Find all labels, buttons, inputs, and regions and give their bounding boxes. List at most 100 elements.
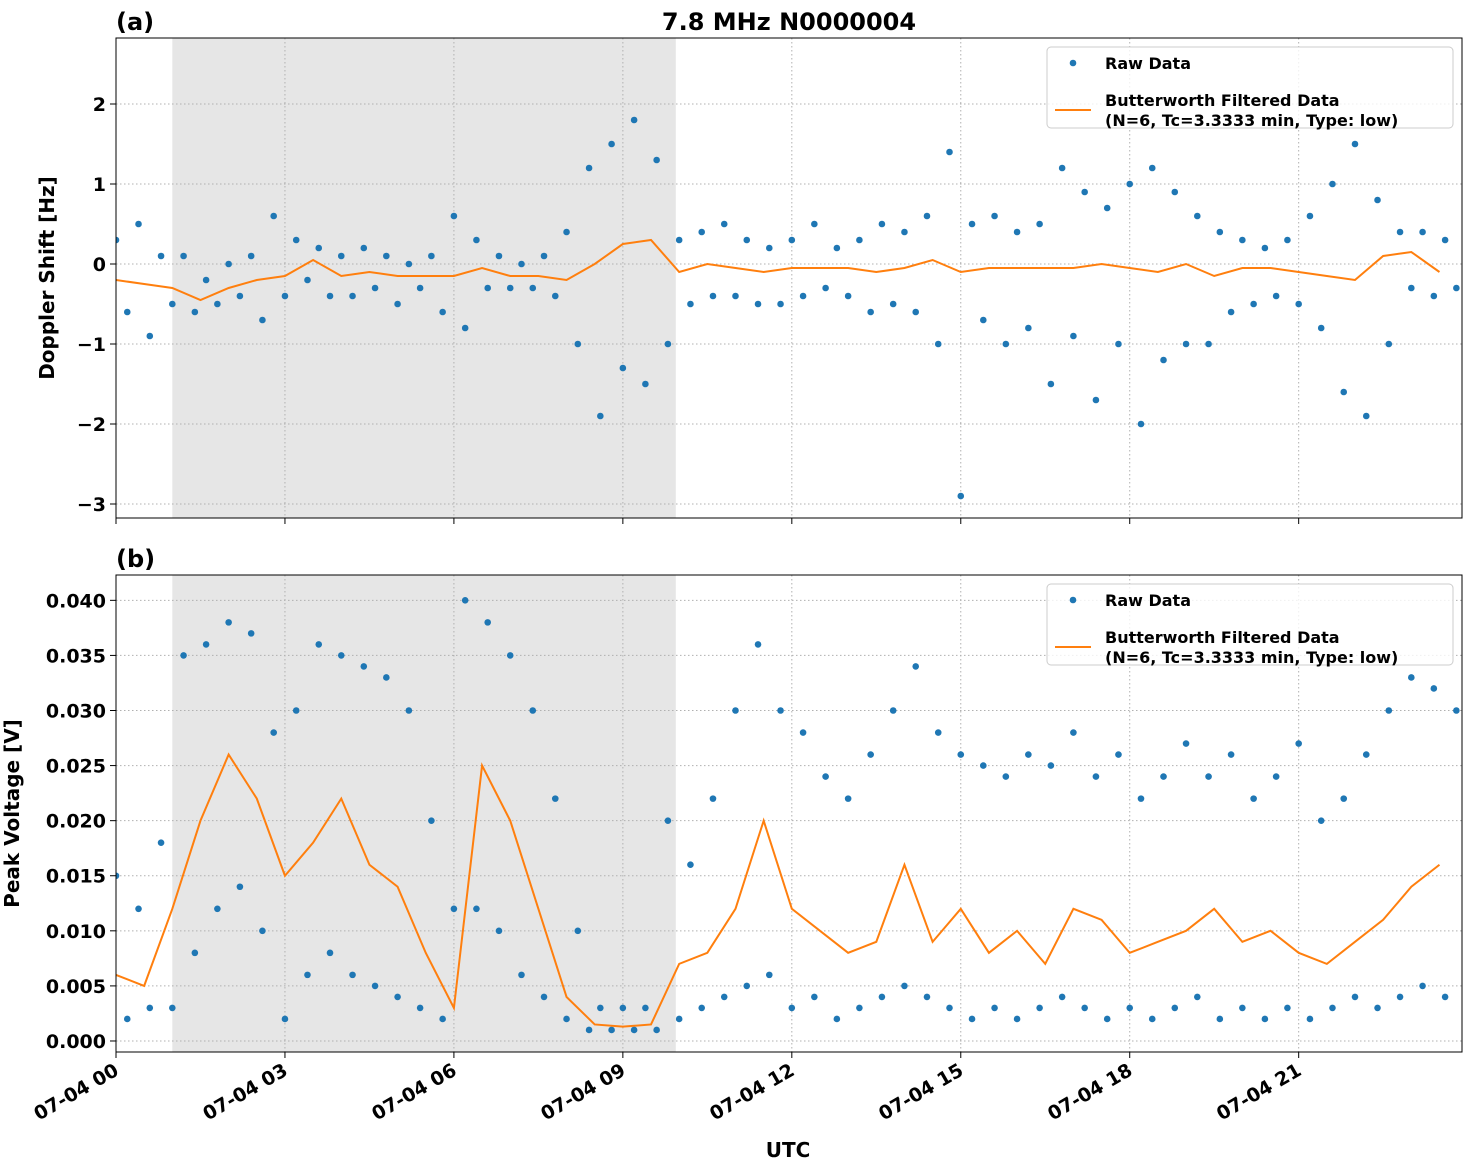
raw-point: [1070, 729, 1077, 736]
raw-point: [1261, 1015, 1269, 1023]
x-tick-label: 07-04 00: [30, 1059, 122, 1125]
y-tick-label: 0.030: [46, 700, 106, 722]
raw-point: [416, 284, 424, 292]
raw-point: [1137, 420, 1145, 428]
raw-point: [371, 284, 379, 292]
raw-point: [675, 1015, 683, 1023]
raw-point: [1171, 188, 1179, 196]
raw-point: [506, 652, 514, 659]
legend-line: Raw Data: [1105, 591, 1191, 610]
raw-point: [157, 839, 165, 846]
raw-point: [304, 971, 311, 979]
raw-point: [1408, 284, 1415, 292]
raw-point: [889, 707, 897, 714]
raw-point: [788, 236, 796, 244]
shaded-span: [172, 38, 676, 518]
legend-line: (N=6, Tc=3.3333 min, Type: low): [1105, 648, 1398, 667]
raw-point: [923, 212, 931, 220]
raw-point: [642, 1004, 649, 1012]
x-axis-label: UTC: [766, 1138, 811, 1162]
raw-point: [1419, 228, 1426, 236]
raw-point: [416, 1004, 424, 1012]
raw-point: [675, 236, 683, 244]
raw-point: [946, 148, 953, 156]
legend-line: (N=6, Tc=3.3333 min, Type: low): [1105, 111, 1398, 130]
axes-frame: [115, 574, 1463, 1053]
raw-point: [506, 284, 514, 292]
raw-point: [1081, 188, 1088, 196]
raw-point: [585, 164, 593, 172]
raw-point: [957, 751, 965, 758]
legend-line: Butterworth Filtered Data: [1105, 628, 1340, 647]
raw-point: [428, 817, 435, 824]
raw-point: [169, 1004, 176, 1012]
raw-point: [878, 220, 886, 228]
raw-point: [991, 212, 998, 220]
raw-point: [461, 324, 469, 332]
raw-point: [1115, 340, 1122, 348]
raw-point: [292, 707, 300, 714]
raw-point: [1194, 212, 1201, 220]
raw-point: [1182, 340, 1190, 348]
raw-point: [1227, 751, 1235, 758]
raw-point: [202, 276, 210, 284]
raw-point: [698, 228, 706, 236]
raw-point: [360, 244, 368, 252]
panel-label: (a): [116, 8, 154, 36]
raw-point: [484, 619, 491, 626]
raw-point: [653, 156, 660, 164]
raw-point: [326, 292, 334, 300]
raw-point: [1374, 196, 1381, 204]
raw-point: [1408, 674, 1415, 681]
raw-point: [597, 412, 604, 420]
raw-point: [1284, 1004, 1291, 1012]
raw-point: [822, 284, 829, 292]
raw-point: [349, 971, 356, 979]
raw-point: [270, 729, 277, 736]
y-tick-label: 0.000: [46, 1031, 106, 1053]
raw-point: [687, 300, 694, 308]
raw-point: [1216, 1015, 1224, 1023]
raw-point: [765, 971, 773, 979]
x-tick-label: 07-04 09: [537, 1059, 629, 1125]
raw-point: [619, 1004, 627, 1012]
raw-point: [1441, 993, 1449, 1001]
raw-point: [495, 252, 503, 260]
raw-point: [709, 795, 717, 802]
legend-box: [1046, 46, 1454, 129]
raw-point: [608, 140, 615, 148]
raw-point: [1081, 1004, 1088, 1012]
y-tick-label: 0.025: [46, 756, 106, 778]
raw-point: [822, 773, 829, 780]
legend-label: Raw Data: [1105, 54, 1191, 73]
raw-point: [833, 244, 841, 252]
raw-point: [450, 212, 458, 220]
raw-point: [495, 927, 503, 935]
y-tick-label: 1: [93, 174, 106, 196]
raw-point: [551, 292, 559, 300]
raw-point: [281, 292, 289, 300]
raw-point: [191, 949, 199, 957]
raw-point: [720, 993, 728, 1001]
y-axis-label: Peak Voltage [V]: [0, 719, 24, 908]
raw-point: [1351, 140, 1359, 148]
raw-point: [1419, 982, 1426, 990]
x-tick-label: 07-04 21: [1213, 1059, 1305, 1125]
raw-point: [687, 861, 694, 869]
raw-point: [1205, 773, 1212, 780]
raw-point: [1396, 993, 1404, 1001]
raw-point: [1227, 308, 1235, 316]
raw-point: [270, 212, 277, 220]
raw-point: [664, 817, 672, 824]
raw-point: [428, 252, 435, 260]
raw-point: [811, 220, 818, 228]
raw-point: [1115, 751, 1122, 758]
raw-point: [1453, 284, 1460, 292]
raw-point: [630, 1026, 638, 1034]
raw-point: [777, 300, 784, 308]
raw-point: [1092, 396, 1100, 404]
raw-point: [856, 1004, 863, 1012]
raw-point: [1137, 795, 1145, 802]
raw-point: [867, 751, 874, 758]
raw-point: [709, 292, 717, 300]
